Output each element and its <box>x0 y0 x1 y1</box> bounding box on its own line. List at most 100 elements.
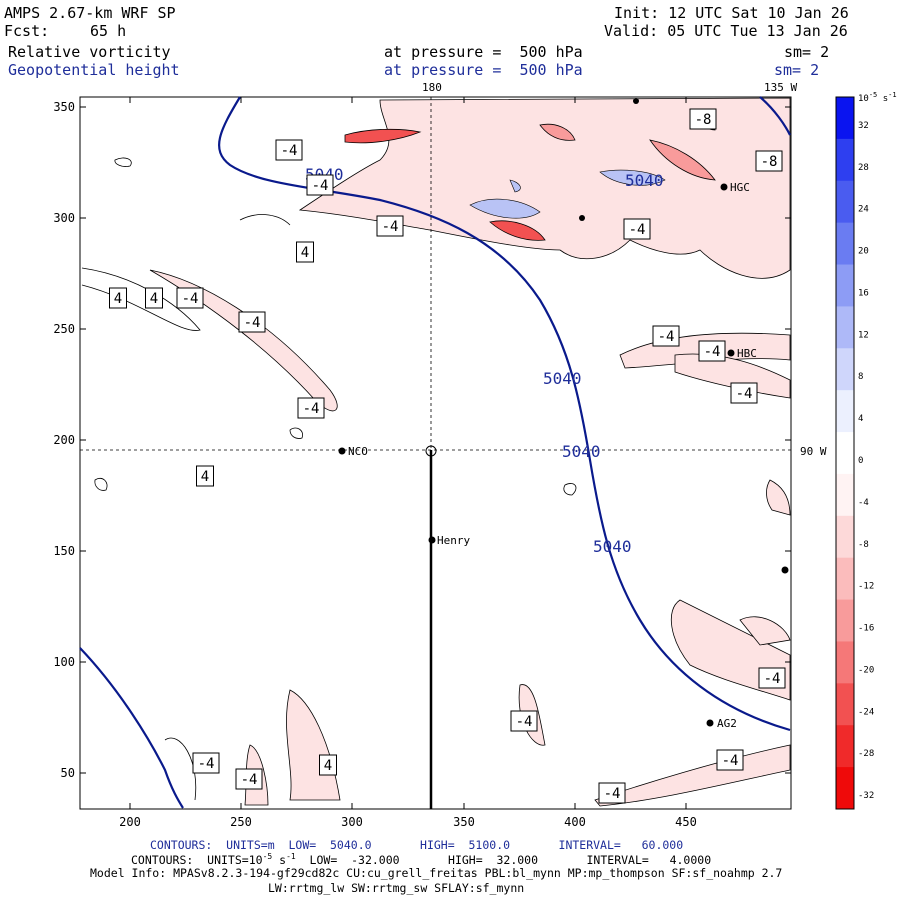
y-axis-ticks <box>80 106 791 774</box>
vorticity-label: 4 <box>114 291 122 307</box>
vorticity-label: -4 <box>382 219 399 235</box>
station-east-marker <box>781 566 789 574</box>
colorbar-tick-label: 0 <box>858 456 863 466</box>
y-tick-label: 200 <box>53 433 75 447</box>
station-ag2-label: AG2 <box>717 717 737 730</box>
colorbar-tick-label: -32 <box>858 791 874 801</box>
station-ag2-marker <box>706 719 714 727</box>
y-tick-label: 50 <box>61 766 75 780</box>
lon-label-180: 180 <box>422 81 442 94</box>
colorbar-tick-label: 4 <box>858 414 863 424</box>
colorbar-tick-label: 8 <box>858 372 863 382</box>
y-tick-label: 300 <box>53 211 75 225</box>
colorbar-swatch <box>836 473 854 517</box>
model-info: Model Info: MPASv8.2.3-194-gf29cd82c CU:… <box>90 866 783 880</box>
vorticity-label: -4 <box>736 386 753 402</box>
field1-level: at pressure = 500 hPa <box>384 43 583 61</box>
vorticity-label: -8 <box>761 154 778 170</box>
vorticity-label-box <box>758 667 786 689</box>
colorbar-tick-label: -4 <box>858 498 869 508</box>
colorbar-swatch <box>836 641 854 684</box>
colorbar-swatch <box>836 515 854 559</box>
colorbar-tick-label: 16 <box>858 288 869 298</box>
station-nco-label: NCO <box>348 445 368 458</box>
colorbar-tick-label: -12 <box>858 582 874 592</box>
positive-vorticity-areas <box>469 169 666 219</box>
colorbar-border <box>835 96 855 810</box>
stations: NCO Henry AG2 HGC HBC <box>338 98 789 730</box>
station-hgc-label: HGC <box>730 181 750 194</box>
vorticity-label: -4 <box>281 143 298 159</box>
lon-label-135w: 135 W <box>764 81 797 94</box>
colorbar-swatch <box>836 683 854 726</box>
colorbar: 32 28 24 20 16 12 8 4 0 -4 -8 -12 -16 -20 -24 -28 -32 <box>835 96 874 810</box>
vorticity-label: -4 <box>198 756 215 772</box>
vorticity-label-box <box>698 340 726 362</box>
model-title: AMPS 2.67-km WRF SP <box>4 4 176 22</box>
vorticity-label-box <box>730 382 758 404</box>
vorticity-label-box <box>296 241 314 263</box>
vorticity-label-box <box>510 710 538 732</box>
vorticity-label: -4 <box>244 315 261 331</box>
station-hgc-marker <box>720 183 728 191</box>
colorbar-tick-label: 32 <box>858 121 869 131</box>
vorticity-label-box <box>297 397 325 419</box>
vorticity-label-box <box>623 218 651 240</box>
vorticity-label-box <box>319 754 337 776</box>
colorbar-tick-label: -20 <box>858 665 874 675</box>
vorticity-label-box <box>109 287 127 309</box>
station-north-marker <box>633 98 639 104</box>
vorticity-label-box <box>192 752 220 774</box>
vorticity-label-box <box>689 108 717 130</box>
colorbar-tick-label: 28 <box>858 163 869 173</box>
colorbar-tick-label: 20 <box>858 247 869 257</box>
colorbar-tick-label: 24 <box>858 205 869 215</box>
y-tick-label: 350 <box>53 100 75 114</box>
vorticity-label-box <box>755 150 783 172</box>
init-time: Init: 12 UTC Sat 10 Jan 26 <box>614 4 849 22</box>
colorbar-swatch <box>836 138 854 182</box>
colorbar-swatch <box>836 348 854 391</box>
vorticity-label: -4 <box>658 329 675 345</box>
vorticity-label: -8 <box>695 112 712 128</box>
vorticity-label-box <box>716 749 744 771</box>
x-tick-label: 350 <box>453 815 475 829</box>
station-hbc-marker <box>727 349 735 357</box>
vorticity-label: -4 <box>182 291 199 307</box>
vorticity-label-box <box>306 174 334 196</box>
colorbar-tick-label: 12 <box>858 330 869 340</box>
height-label: 5040 <box>562 442 601 461</box>
height-contour-info: CONTOURS: UNITS=m LOW= 5040.0 HIGH= 5100… <box>150 838 684 852</box>
vorticity-label-box <box>196 465 214 487</box>
colorbar-swatch <box>836 725 854 768</box>
valid-time: Valid: 05 UTC Tue 13 Jan 26 <box>604 22 848 40</box>
colorbar-swatch <box>836 599 854 642</box>
vorticity-label: 4 <box>324 758 332 774</box>
vorticity-contour-info: CONTOURS: UNITS=10-5 s-1 LOW= -32.000 HI… <box>131 852 712 867</box>
field1-smoothing: sm= 2 <box>784 43 830 61</box>
vorticity-label-box <box>235 768 263 790</box>
vorticity-label: 4 <box>150 291 158 307</box>
x-tick-label: 400 <box>564 815 586 829</box>
vorticity-label: -4 <box>604 786 621 802</box>
station-hbc-label: HBC <box>737 347 757 360</box>
colorbar-swatch <box>836 222 854 266</box>
vorticity-label: -4 <box>704 344 721 360</box>
lon-label-90w: 90 W <box>800 445 827 458</box>
field2-smoothing: sm= 2 <box>774 61 820 79</box>
x-tick-label: 300 <box>341 815 363 829</box>
colorbar-tick-label: -28 <box>858 749 874 759</box>
colorbar-swatch <box>836 557 854 601</box>
vorticity-label-box <box>176 287 204 309</box>
colorbar-swatch <box>836 432 854 475</box>
colorbar-tick-label: -24 <box>858 707 874 717</box>
x-tick-label: 200 <box>119 815 141 829</box>
x-tick-label: 250 <box>230 815 252 829</box>
vorticity-label: -4 <box>516 714 533 730</box>
field2-level: at pressure = 500 hPa <box>384 61 583 79</box>
vorticity-label-box <box>376 215 404 237</box>
vorticity-label-box <box>145 287 163 309</box>
colorbar-tick-label: -16 <box>858 624 874 634</box>
colorbar-unit: 10-5 s-1 <box>858 91 897 104</box>
